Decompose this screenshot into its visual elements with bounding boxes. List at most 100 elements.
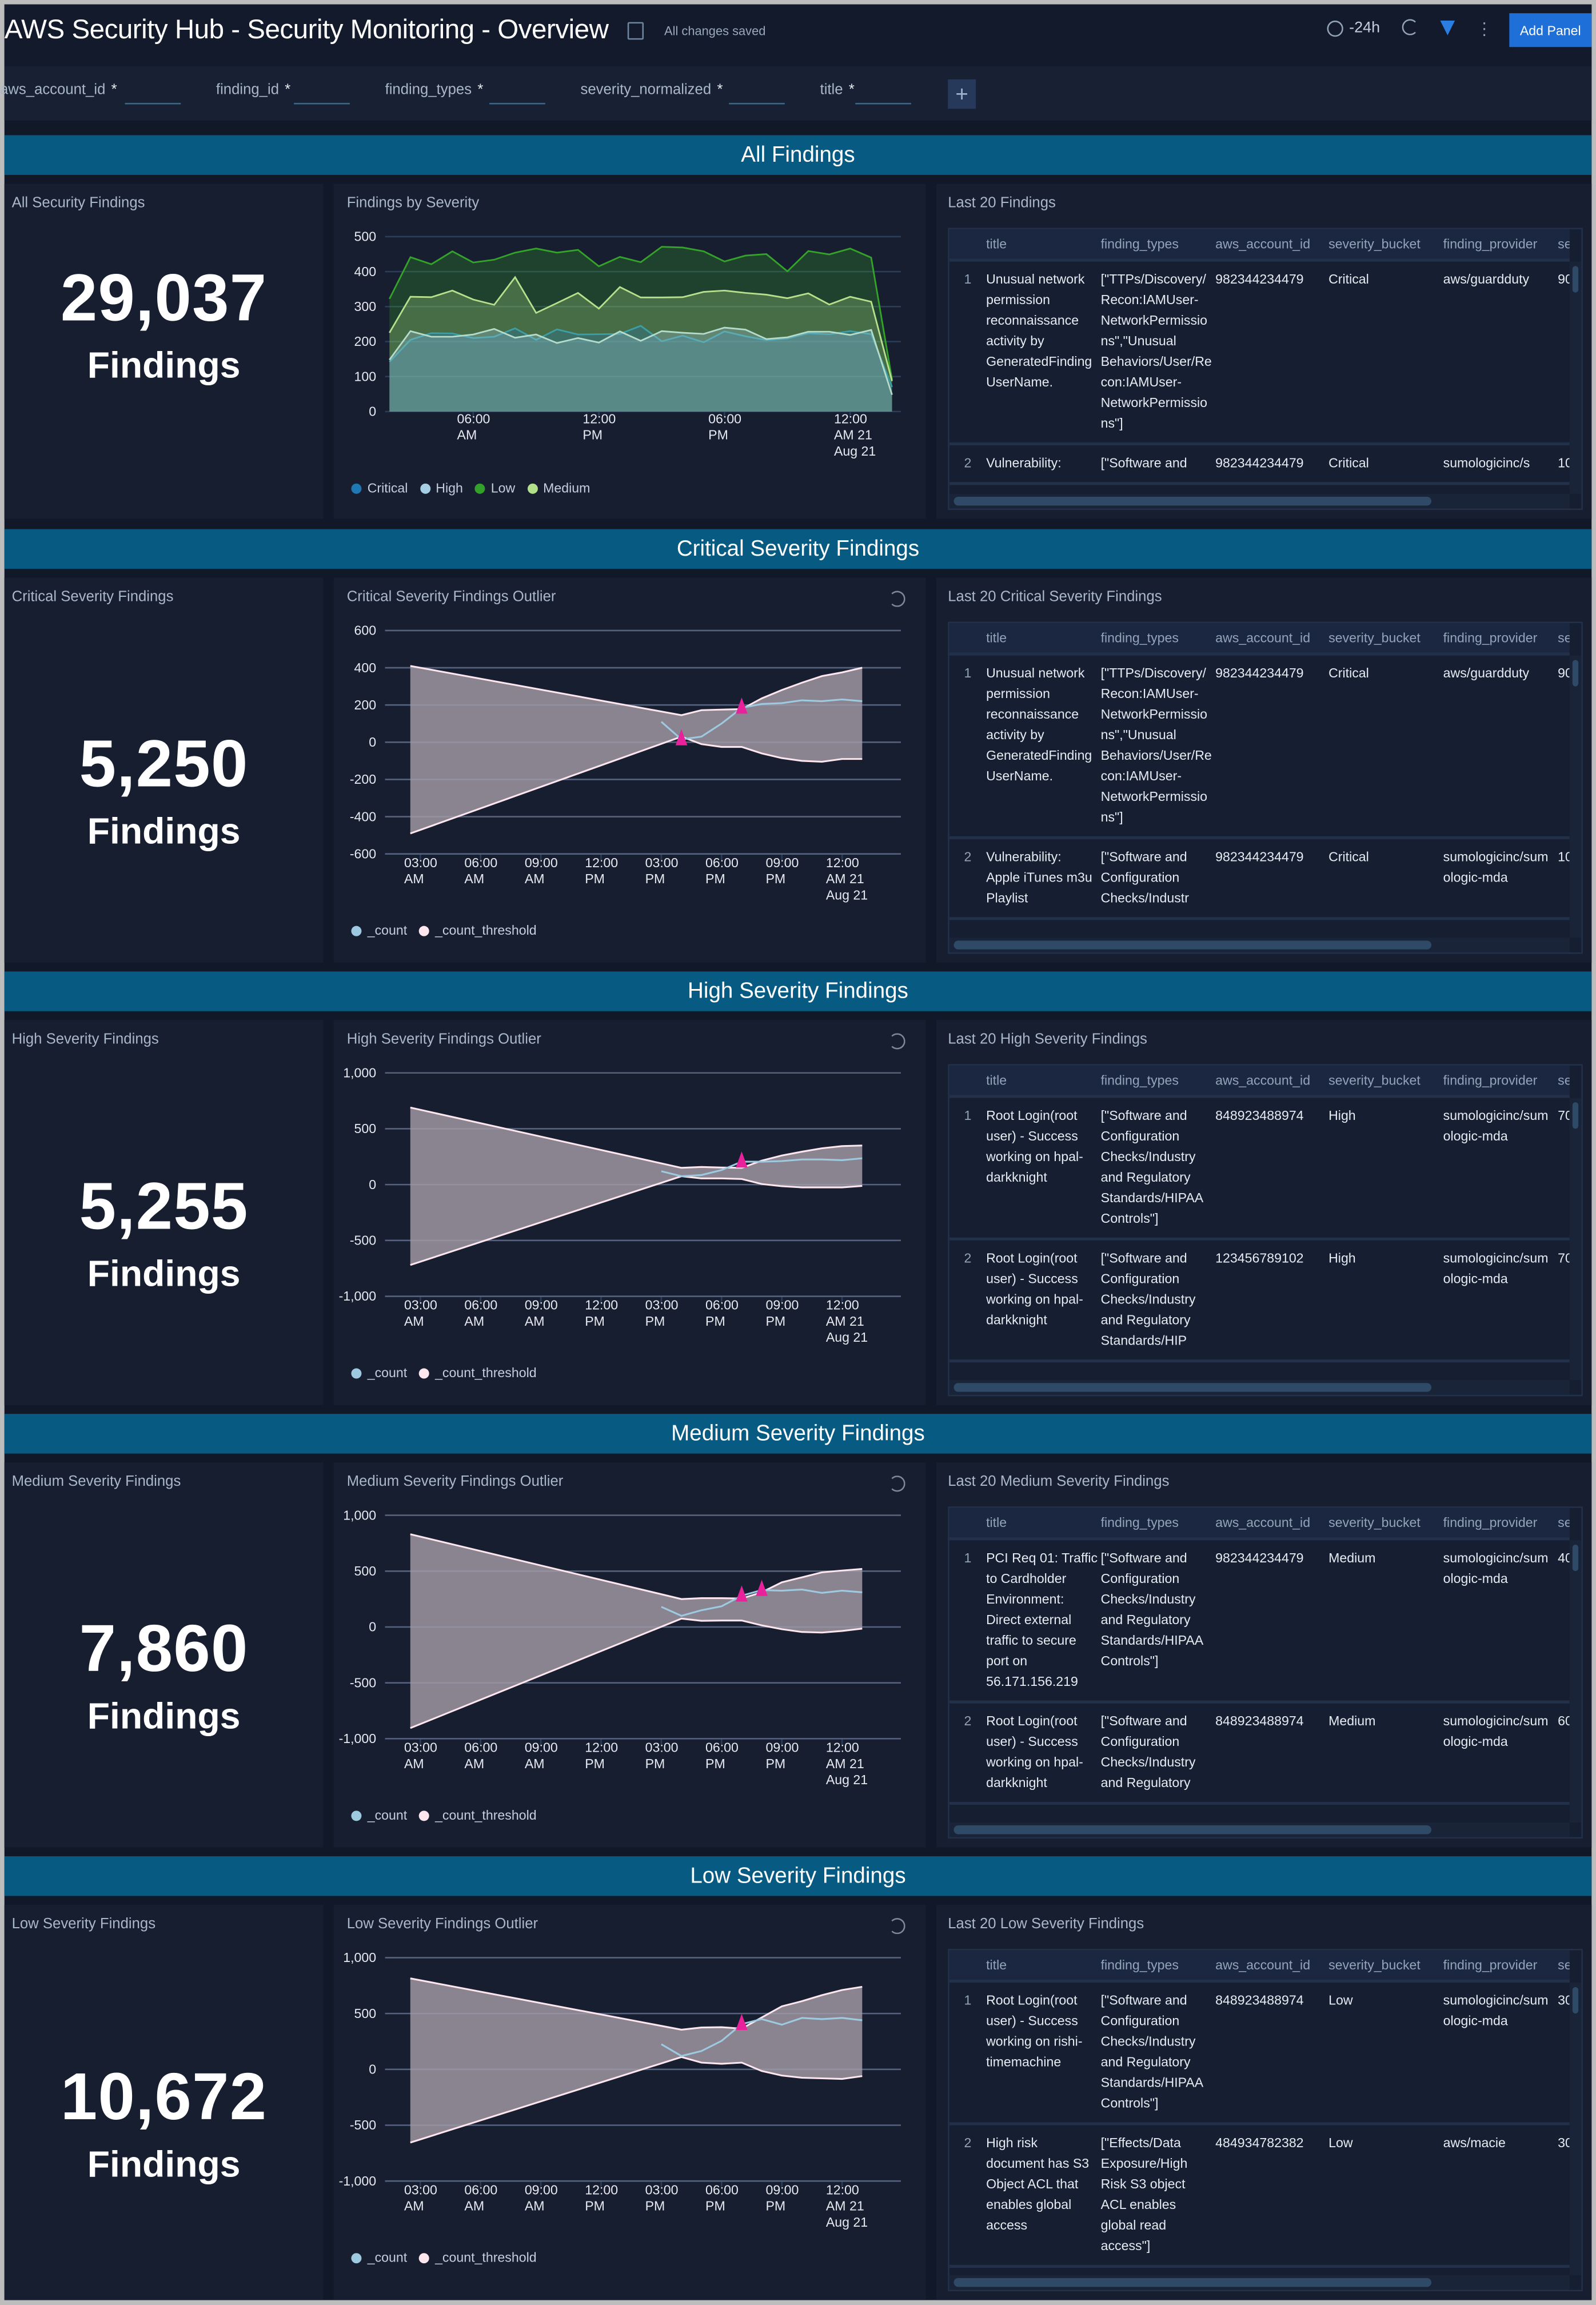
- column-header-aws-account-id[interactable]: aws_account_id: [1215, 236, 1311, 252]
- kebab-menu-icon[interactable]: · · ·: [1481, 11, 1487, 45]
- table-row[interactable]: 1 Root Login(root user) - Success working…: [949, 1983, 1570, 2125]
- horizontal-scroll-thumb[interactable]: [953, 1383, 1432, 1392]
- add-filter-button[interactable]: +: [948, 79, 976, 109]
- legend-item[interactable]: _count: [351, 1365, 407, 1380]
- filter-input[interactable]: [729, 102, 785, 105]
- column-header-severity-bucket[interactable]: severity_bucket: [1328, 1515, 1421, 1530]
- chart-svg: 500 400 300 200 100 0 06:00 AM 12:00 PM 06:00 PM 12:…: [354, 229, 901, 458]
- horizontal-scroll-thumb[interactable]: [953, 496, 1432, 506]
- column-header-title[interactable]: title: [986, 236, 1007, 252]
- filter-finding-types[interactable]: finding_types *: [385, 82, 545, 105]
- clock-icon[interactable]: [1327, 20, 1343, 37]
- legend-item[interactable]: _count: [351, 923, 407, 938]
- column-header-severity-bucket[interactable]: severity_bucket: [1328, 630, 1421, 645]
- vertical-scroll-thumb[interactable]: [1572, 1102, 1579, 1129]
- column-header-aws-account-id[interactable]: aws_account_id: [1215, 630, 1311, 645]
- horizontal-scrollbar[interactable]: [949, 2275, 1570, 2290]
- horizontal-scroll-thumb[interactable]: [953, 1825, 1432, 1835]
- legend-item[interactable]: _count: [351, 1808, 407, 1823]
- horizontal-scroll-thumb[interactable]: [953, 2278, 1432, 2287]
- legend-item[interactable]: Critical: [351, 481, 408, 495]
- filter-input[interactable]: [855, 102, 911, 105]
- vertical-scroll-thumb[interactable]: [1572, 266, 1579, 293]
- vertical-scrollbar[interactable]: [1569, 261, 1582, 494]
- filter-input[interactable]: [294, 102, 350, 105]
- vertical-scroll-thumb[interactable]: [1572, 660, 1579, 687]
- horizontal-scrollbar[interactable]: [949, 1380, 1570, 1395]
- column-header-aws-account-id[interactable]: aws_account_id: [1215, 1515, 1311, 1530]
- column-header-severity-bucket[interactable]: severity_bucket: [1328, 236, 1421, 252]
- column-header-severity-normalized[interactable]: severity_normalized: [1558, 630, 1570, 645]
- filter-input[interactable]: [489, 102, 545, 105]
- column-header-aws-account-id[interactable]: aws_account_id: [1215, 1072, 1311, 1088]
- table-row[interactable]: 1 PCI Req 01: Traffic to Cardholder Envir…: [949, 1540, 1570, 1704]
- column-header-finding-types[interactable]: finding_types: [1100, 1957, 1179, 1973]
- column-header-severity-bucket[interactable]: severity_bucket: [1328, 1957, 1421, 1973]
- column-header-title[interactable]: title: [986, 1072, 1007, 1088]
- vertical-scroll-thumb[interactable]: [1572, 1987, 1579, 2014]
- vertical-scrollbar[interactable]: [1569, 1983, 1582, 2275]
- filter-value[interactable]: *: [285, 82, 291, 99]
- legend-item[interactable]: High: [420, 481, 463, 495]
- filter-icon[interactable]: [1440, 20, 1455, 35]
- column-header-finding-types[interactable]: finding_types: [1100, 1515, 1179, 1530]
- time-range-button[interactable]: -24h: [1349, 19, 1380, 37]
- legend-item[interactable]: _count_threshold: [418, 2250, 537, 2265]
- table-row[interactable]: 2 Vulnerability: Apple iTunes m3u Playlis…: [949, 839, 1570, 920]
- filter-value[interactable]: *: [477, 82, 484, 99]
- edit-icon[interactable]: [627, 22, 644, 40]
- column-header-finding-types[interactable]: finding_types: [1100, 630, 1179, 645]
- legend-item[interactable]: _count_threshold: [418, 923, 537, 938]
- column-header-finding-provider[interactable]: finding_provider: [1443, 1072, 1538, 1088]
- filter-value[interactable]: *: [848, 82, 855, 99]
- filter-finding-id[interactable]: finding_id *: [216, 82, 350, 105]
- refresh-icon[interactable]: [1402, 19, 1418, 35]
- horizontal-scrollbar[interactable]: [949, 493, 1570, 509]
- horizontal-scrollbar[interactable]: [949, 1822, 1570, 1837]
- add-panel-button[interactable]: Add Panel: [1509, 13, 1592, 47]
- table-row[interactable]: 2 Root Login(root user) - Success working…: [949, 1241, 1570, 1363]
- table-row[interactable]: 1 Unusual network permission reconnaissan…: [949, 656, 1570, 839]
- vertical-scrollbar[interactable]: [1569, 1098, 1582, 1381]
- column-header-finding-provider[interactable]: finding_provider: [1443, 630, 1538, 645]
- table-row[interactable]: 2 High risk document has S3 Object ACL th…: [949, 2125, 1570, 2268]
- filter-title[interactable]: title *: [820, 82, 911, 105]
- column-header-severity-bucket[interactable]: severity_bucket: [1328, 1072, 1421, 1088]
- legend-item[interactable]: _count: [351, 2250, 407, 2265]
- table-row[interactable]: 2 Vulnerability: ["Software and 98234423447…: [949, 445, 1570, 485]
- filter-value[interactable]: *: [717, 82, 723, 99]
- legend-item[interactable]: Low: [474, 481, 515, 495]
- dashboard-title[interactable]: AWS Security Hub - Security Monitoring -…: [4, 13, 609, 45]
- horizontal-scroll-thumb[interactable]: [953, 940, 1432, 950]
- table-row[interactable]: 1 Root Login(root user) - Success working…: [949, 1098, 1570, 1241]
- cell-severity-normalized: 70: [1558, 1108, 1570, 1123]
- filter-aws-account-id[interactable]: aws_account_id *: [0, 82, 181, 105]
- vertical-scroll-thumb[interactable]: [1572, 1545, 1579, 1572]
- column-header-severity-normalized[interactable]: severity_normalized: [1558, 236, 1570, 252]
- column-header-severity-normalized[interactable]: severity_normalized: [1558, 1072, 1570, 1088]
- filter-input[interactable]: [125, 102, 181, 105]
- legend-item[interactable]: Medium: [526, 481, 590, 495]
- vertical-scrollbar[interactable]: [1569, 655, 1582, 938]
- column-header-title[interactable]: title: [986, 630, 1007, 645]
- legend-item[interactable]: _count_threshold: [418, 1808, 537, 1823]
- column-header-finding-provider[interactable]: finding_provider: [1443, 236, 1538, 252]
- column-header-finding-types[interactable]: finding_types: [1100, 1072, 1179, 1088]
- column-header-severity-normalized[interactable]: severity_normalized: [1558, 1957, 1570, 1973]
- table-row[interactable]: 1 Unusual network permission reconnaissan…: [949, 262, 1570, 445]
- column-header-aws-account-id[interactable]: aws_account_id: [1215, 1957, 1311, 1973]
- vertical-scrollbar[interactable]: [1569, 1540, 1582, 1823]
- column-header-finding-provider[interactable]: finding_provider: [1443, 1515, 1538, 1530]
- threshold-upper-line: [410, 1977, 863, 2031]
- column-header-severity-normalized[interactable]: severity_normalized: [1558, 1515, 1570, 1530]
- filter-label: severity_normalized: [580, 82, 712, 99]
- legend-item[interactable]: _count_threshold: [418, 1365, 537, 1380]
- horizontal-scrollbar[interactable]: [949, 938, 1570, 952]
- column-header-finding-types[interactable]: finding_types: [1100, 236, 1179, 252]
- column-header-title[interactable]: title: [986, 1957, 1007, 1973]
- table-row[interactable]: 2 Root Login(root user) - Success working…: [949, 1704, 1570, 1805]
- column-header-title[interactable]: title: [986, 1515, 1007, 1530]
- column-header-finding-provider[interactable]: finding_provider: [1443, 1957, 1538, 1973]
- filter-severity-normalized[interactable]: severity_normalized *: [580, 82, 785, 105]
- filter-value[interactable]: *: [111, 82, 117, 99]
